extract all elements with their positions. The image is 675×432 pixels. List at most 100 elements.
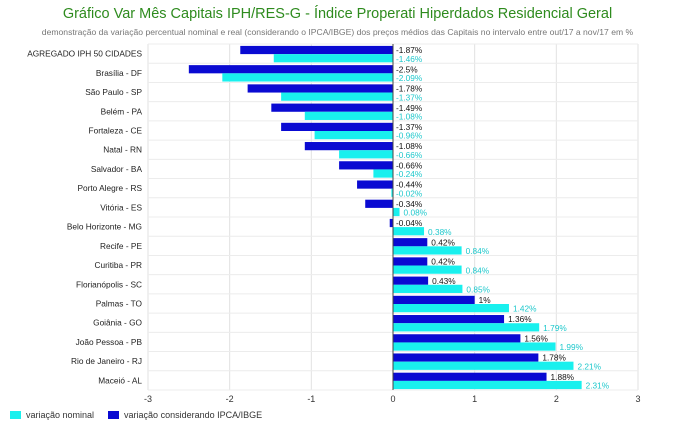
bar-nominal (393, 361, 574, 370)
data-label-real: -1.87% (396, 45, 423, 55)
chart-title: Gráfico Var Mês Capitais IPH/RES-G - Índ… (62, 6, 613, 22)
data-label-real: 1% (479, 295, 492, 305)
data-label-nominal: 2.21% (577, 361, 601, 371)
data-label-real: -1.08% (396, 141, 423, 151)
legend-label-nominal: variação nominal (26, 410, 95, 420)
data-label-nominal: -0.66% (396, 150, 423, 160)
data-label-real: 1.36% (508, 314, 532, 324)
bar-nominal (393, 227, 425, 236)
category-label: Maceió - AL (98, 375, 142, 385)
bar-real (393, 353, 539, 362)
category-label: Rio de Janeiro - RJ (71, 356, 142, 366)
bar-real (271, 103, 393, 112)
data-label-real: -1.37% (396, 122, 423, 132)
bar-real (281, 122, 393, 131)
data-label-real: 1.56% (524, 333, 548, 343)
category-label: Belém - PA (101, 106, 143, 116)
category-label: Porto Alegre - RS (77, 183, 142, 193)
bar-nominal (393, 323, 540, 332)
bars-layer (188, 45, 582, 390)
bar-real (304, 142, 393, 151)
bar-nominal (304, 111, 393, 120)
x-tick-label: 3 (635, 394, 640, 404)
data-label-nominal: 2.31% (586, 381, 610, 391)
data-label-real: -1.49% (396, 103, 423, 113)
data-label-real: -0.34% (396, 199, 423, 209)
data-label-nominal: -2.09% (396, 73, 423, 83)
category-label: Recife - PE (100, 241, 142, 251)
bar-real (393, 295, 475, 304)
category-label: Florianópolis - SC (76, 279, 142, 289)
data-label-real: -0.04% (396, 218, 423, 228)
category-label: Belo Horizonte - MG (67, 222, 142, 232)
category-label: Goiânia - GO (93, 318, 142, 328)
data-label-real: -2.5% (396, 64, 418, 74)
x-tick-label: 0 (390, 394, 395, 404)
data-label-nominal: 1.79% (543, 323, 567, 333)
category-label: Curitiba - PR (95, 260, 143, 270)
x-tick-label: 2 (554, 394, 559, 404)
legend-swatch-nominal (10, 411, 21, 419)
data-label-nominal: 0.85% (466, 284, 490, 294)
data-label-nominal: 0.38% (428, 227, 452, 237)
data-label-real: -0.66% (396, 160, 423, 170)
data-label-nominal: -0.24% (396, 169, 423, 179)
x-tick-label: -2 (226, 394, 234, 404)
data-label-real: 0.42% (431, 257, 455, 267)
legend-item-real: variação considerando IPCA/IBGE (108, 410, 262, 420)
data-label-nominal: -0.02% (396, 188, 423, 198)
bar-nominal (393, 207, 400, 217)
data-label-nominal: -1.37% (396, 92, 423, 102)
bar-real (393, 315, 505, 324)
data-label-nominal: 0.08% (404, 208, 428, 218)
bar-nominal (393, 284, 463, 293)
bar-real (188, 65, 393, 74)
legend-item-nominal: variação nominal (10, 410, 94, 420)
axis-layer: -3 -2 -1 0 1 2 3 (144, 44, 641, 404)
bar-real (339, 161, 393, 170)
bar-real (389, 218, 393, 228)
category-label: São Paulo - SP (85, 87, 142, 97)
category-label: AGREGADO IPH 50 CIDADES (27, 49, 142, 59)
bar-nominal (393, 246, 462, 255)
legend-swatch-real (108, 411, 120, 419)
data-label-nominal: 1.99% (560, 342, 584, 352)
category-label: Fortaleza - CE (89, 126, 143, 136)
bar-real (393, 276, 429, 285)
category-label: João Pessoa - PB (76, 337, 143, 347)
data-label-real: 0.43% (432, 276, 456, 286)
bar-nominal (393, 342, 556, 351)
data-label-real: 0.42% (431, 237, 455, 247)
bar-nominal (281, 92, 393, 101)
data-label-real: 1.78% (542, 353, 566, 363)
bar-nominal (314, 131, 393, 140)
bar-real (393, 257, 428, 266)
bar-real (365, 199, 393, 208)
category-label: Vitória - ES (100, 202, 142, 212)
bar-nominal (222, 73, 393, 82)
chart-subtitle: demonstração da variação percentual nomi… (41, 27, 634, 37)
legend-label-real: variação considerando IPCA/IBGE (124, 410, 263, 420)
bar-nominal (393, 265, 462, 274)
data-label-nominal: -1.46% (396, 54, 423, 64)
bar-real (240, 45, 393, 55)
bar-nominal (391, 188, 393, 197)
bar-nominal (273, 54, 393, 63)
x-tick-label: -1 (307, 394, 315, 404)
data-label-nominal: -1.08% (396, 111, 423, 121)
data-label-real: -0.44% (396, 180, 423, 190)
bar-real (393, 238, 428, 247)
x-tick-label: 1 (472, 394, 477, 404)
category-label: Salvador - BA (91, 164, 143, 174)
bar-real (357, 180, 393, 189)
bar-nominal (373, 169, 393, 178)
data-label-nominal: 0.84% (466, 246, 490, 256)
legend: variação nominal variação considerando I… (10, 410, 276, 420)
bar-nominal (393, 380, 582, 390)
data-label-nominal: -0.96% (396, 131, 423, 141)
category-label: Brasília - DF (96, 68, 142, 78)
data-label-real: -1.78% (396, 84, 423, 94)
bar-nominal (393, 304, 509, 313)
